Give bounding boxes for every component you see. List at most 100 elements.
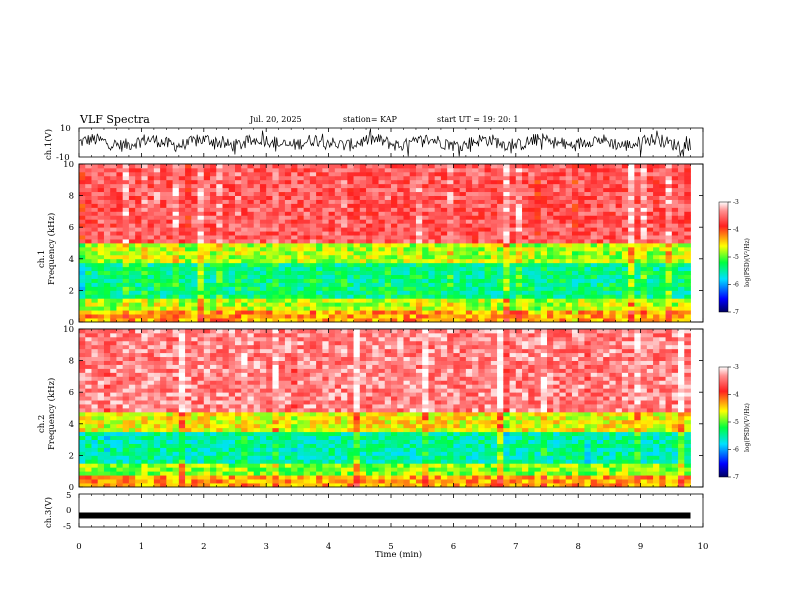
spectrogram-cell xyxy=(123,448,130,452)
spectrogram-cell xyxy=(254,259,261,263)
spectrogram-cell xyxy=(116,416,123,420)
spectrogram-cell xyxy=(241,286,248,290)
spectrogram-cell xyxy=(285,231,292,235)
spectrogram-cell xyxy=(335,255,342,259)
spectrogram-cell xyxy=(198,211,205,215)
spectrogram-cell xyxy=(547,215,554,219)
spectrogram-cell xyxy=(666,204,673,208)
spectrogram-cell xyxy=(210,369,217,373)
spectrogram-cell xyxy=(335,275,342,279)
spectrogram-cell xyxy=(528,227,535,231)
spectrogram-cell xyxy=(223,164,230,168)
spectrogram-cell xyxy=(223,475,230,479)
spectrogram-cell xyxy=(653,279,660,283)
spectrogram-cell xyxy=(247,227,254,231)
spectrogram-cell xyxy=(641,204,648,208)
spectrogram-cell xyxy=(609,310,616,314)
spectrogram-cell xyxy=(478,192,485,196)
spectrogram-cell xyxy=(528,243,535,247)
spectrogram-cell xyxy=(297,180,304,184)
spectrogram-cell xyxy=(578,176,585,180)
spectrogram-cell xyxy=(566,196,573,200)
spectrogram-cell xyxy=(116,255,123,259)
spectrogram-cell xyxy=(148,357,155,361)
spectrogram-cell xyxy=(435,275,442,279)
spectrogram-cell xyxy=(591,176,598,180)
spectrogram-cell xyxy=(485,275,492,279)
spectrogram-cell xyxy=(385,271,392,275)
spectrogram-cell xyxy=(204,475,211,479)
spectrogram-cell xyxy=(435,247,442,251)
spectrogram-cell xyxy=(154,353,161,357)
spectrogram-cell xyxy=(641,271,648,275)
spectrogram-cell xyxy=(116,263,123,267)
spectrogram-cell xyxy=(104,408,111,412)
spectrogram-cell xyxy=(173,404,180,408)
spectrogram-cell xyxy=(198,440,205,444)
spectrogram-cell xyxy=(441,255,448,259)
spectrogram-cell xyxy=(85,275,92,279)
spectrogram-cell xyxy=(634,290,641,294)
spectrogram-cell xyxy=(628,314,635,318)
spectrogram-cell xyxy=(185,294,192,298)
spectrogram-cell xyxy=(123,384,130,388)
spectrogram-cell xyxy=(647,286,654,290)
spectrogram-cell xyxy=(223,306,230,310)
spectrogram-cell xyxy=(279,306,286,310)
spectrogram-cell xyxy=(116,227,123,231)
spectrogram-cell xyxy=(428,283,435,287)
spectrogram-cell xyxy=(179,467,186,471)
spectrogram-cell xyxy=(304,188,311,192)
spectrogram-cell xyxy=(397,188,404,192)
spectrogram-cell xyxy=(116,400,123,404)
spectrogram-cell xyxy=(416,298,423,302)
spectrogram-cell xyxy=(491,306,498,310)
spectrogram-cell xyxy=(553,286,560,290)
spectrogram-cell xyxy=(559,188,566,192)
spectrogram-cell xyxy=(198,384,205,388)
spectrogram-cell xyxy=(173,349,180,353)
spectrogram-cell xyxy=(141,180,148,184)
spectrogram-cell xyxy=(628,243,635,247)
spectrogram-cell xyxy=(397,302,404,306)
spectrogram-cell xyxy=(191,372,198,376)
spectrogram-cell xyxy=(628,267,635,271)
spectrogram-cell xyxy=(584,314,591,318)
spectrogram-cell xyxy=(229,204,236,208)
spectrogram-cell xyxy=(148,428,155,432)
spectrogram-cell xyxy=(460,207,467,211)
spectrogram-cell xyxy=(372,192,379,196)
spectrogram-cell xyxy=(135,451,142,455)
spectrogram-cell xyxy=(223,392,230,396)
spectrogram-cell xyxy=(79,341,86,345)
spectrogram-cell xyxy=(260,263,267,267)
spectrogram-cell xyxy=(641,207,648,211)
spectrogram-cell xyxy=(416,286,423,290)
spectrogram-cell xyxy=(422,211,429,215)
spectrogram-cell xyxy=(210,420,217,424)
spectrogram-cell xyxy=(179,440,186,444)
spectrogram-cell xyxy=(447,215,454,219)
spectrogram-cell xyxy=(235,455,242,459)
spectrogram-cell xyxy=(478,200,485,204)
spectrogram-cell xyxy=(578,168,585,172)
spectrogram-cell xyxy=(578,290,585,294)
spectrogram-cell xyxy=(179,267,186,271)
spectrogram-cell xyxy=(510,243,517,247)
spectrogram-cell xyxy=(566,259,573,263)
spectrogram-cell xyxy=(154,448,161,452)
spectrogram-cell xyxy=(179,376,186,380)
spectrogram-cell xyxy=(154,467,161,471)
spectrogram-cell xyxy=(659,243,666,247)
spectrogram-cell xyxy=(85,451,92,455)
spectrogram-cell xyxy=(572,219,579,223)
spectrogram-cell xyxy=(91,302,98,306)
spectrogram-cell xyxy=(185,424,192,428)
spectrogram-cell xyxy=(91,345,98,349)
spectrogram-cell xyxy=(472,172,479,176)
spectrogram-cell xyxy=(684,247,691,251)
spectrogram-cell xyxy=(154,164,161,168)
spectrogram-cell xyxy=(198,388,205,392)
spectrogram-cell xyxy=(179,290,186,294)
spectrogram-cell xyxy=(591,239,598,243)
